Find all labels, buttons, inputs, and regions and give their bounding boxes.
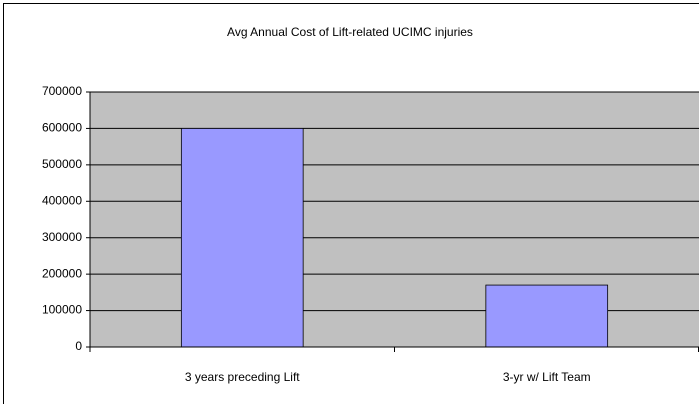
y-tick-label: 600000 — [42, 121, 82, 135]
x-tick-label: 3 years preceding Lift — [185, 370, 300, 384]
y-tick-label: 300000 — [42, 230, 82, 244]
y-tick-label: 200000 — [42, 266, 82, 280]
y-tick-label: 100000 — [42, 303, 82, 317]
y-tick-label: 0 — [75, 339, 82, 353]
bar — [180, 128, 304, 348]
x-tick-label: 3-yr w/ Lift Team — [503, 370, 591, 384]
y-tick-label: 700000 — [42, 84, 82, 98]
chart-title: Avg Annual Cost of Lift-related UCIMC in… — [227, 25, 473, 39]
y-tick-label: 500000 — [42, 157, 82, 171]
bar — [485, 284, 609, 348]
y-tick-label: 400000 — [42, 193, 82, 207]
